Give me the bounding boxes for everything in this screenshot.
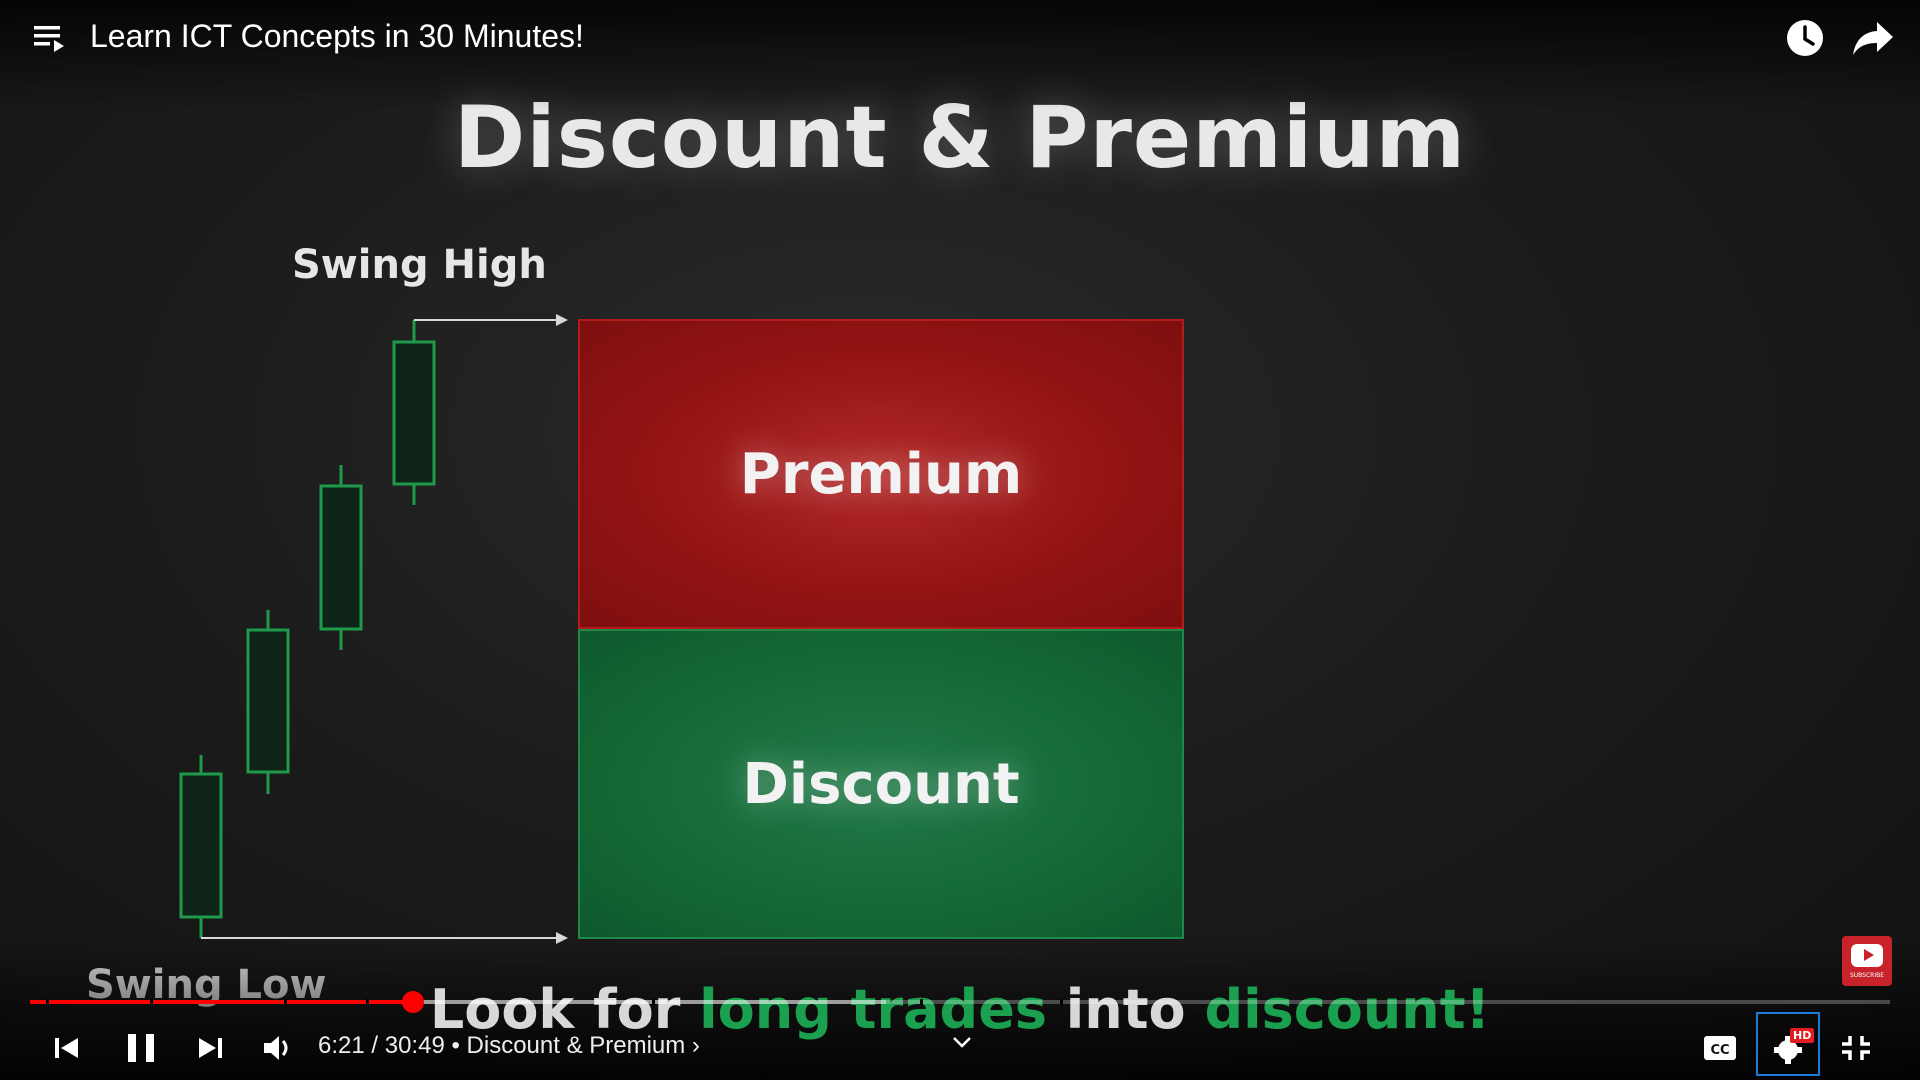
discount-label: Discount xyxy=(742,751,1020,817)
svg-text:CC: CC xyxy=(1710,1043,1729,1058)
chapter-marker xyxy=(46,999,49,1005)
player-top-bar: Learn ICT Concepts in 30 Minutes! xyxy=(0,0,1920,74)
playlist-icon[interactable] xyxy=(34,22,68,54)
exit-fullscreen-icon[interactable] xyxy=(1838,1020,1874,1076)
chapter-marker xyxy=(284,999,287,1005)
caption-part-2: long trades xyxy=(699,978,1047,1041)
swing-high-arrow xyxy=(414,314,568,326)
time-display: 6:21 / 30:49 • Discount & Premium › xyxy=(318,1032,700,1060)
swing-high-label: Swing High xyxy=(292,242,547,288)
candle-body-2 xyxy=(246,628,290,774)
chevron-down-icon[interactable] xyxy=(948,1028,976,1056)
progress-loaded xyxy=(30,1000,886,1004)
top-gradient xyxy=(0,0,1920,110)
caption-part-4: discount! xyxy=(1204,978,1491,1041)
scrubber-handle[interactable] xyxy=(402,991,425,1013)
volume-icon[interactable] xyxy=(260,1020,296,1076)
previous-icon[interactable] xyxy=(50,1020,84,1076)
caption-part-1: Look for xyxy=(429,978,700,1041)
subscribe-watermark[interactable]: SUBSCRIBE xyxy=(1842,936,1892,986)
chapter-marker xyxy=(652,999,655,1005)
youtube-logo-icon xyxy=(1851,944,1883,967)
captions-icon[interactable]: CC xyxy=(1702,1020,1738,1076)
candle-body-4 xyxy=(392,340,436,486)
progress-played xyxy=(30,1000,414,1004)
progress-bar[interactable] xyxy=(30,991,1890,1013)
candle-body-3 xyxy=(319,484,363,631)
discount-zone: Discount xyxy=(578,629,1184,939)
chapter-marker xyxy=(366,999,369,1005)
video-title[interactable]: Learn ICT Concepts in 30 Minutes! xyxy=(90,18,584,54)
chapter-marker xyxy=(150,999,153,1005)
settings-focus-outline xyxy=(1756,1012,1820,1076)
caption-text: Look for long trades into discount! xyxy=(0,978,1920,1041)
time-separator: / xyxy=(364,1032,385,1059)
bottom-gradient xyxy=(0,940,1920,1080)
next-icon[interactable] xyxy=(194,1020,228,1076)
settings-icon[interactable] xyxy=(1770,1020,1810,1076)
duration: 30:49 xyxy=(384,1032,445,1059)
chapter-marker xyxy=(1060,999,1063,1005)
subscribe-label: SUBSCRIBE xyxy=(1849,972,1885,979)
hd-badge: HD xyxy=(1790,1028,1815,1043)
chapter-marker xyxy=(920,999,923,1005)
chapter-title-button[interactable]: • Discount & Premium › xyxy=(444,1032,700,1059)
current-time: 6:21 xyxy=(318,1032,365,1059)
caption-part-3: into xyxy=(1046,978,1205,1041)
premium-zone: Premium xyxy=(578,319,1184,629)
progress-track xyxy=(30,1000,1890,1004)
candle-body-1 xyxy=(179,772,223,919)
watch-later-icon[interactable] xyxy=(1785,18,1825,58)
player-controls: 6:21 / 30:49 • Discount & Premium › CC H… xyxy=(0,1012,1920,1080)
premium-label: Premium xyxy=(739,441,1023,507)
pause-icon[interactable] xyxy=(122,1020,162,1076)
share-icon[interactable] xyxy=(1851,18,1895,58)
